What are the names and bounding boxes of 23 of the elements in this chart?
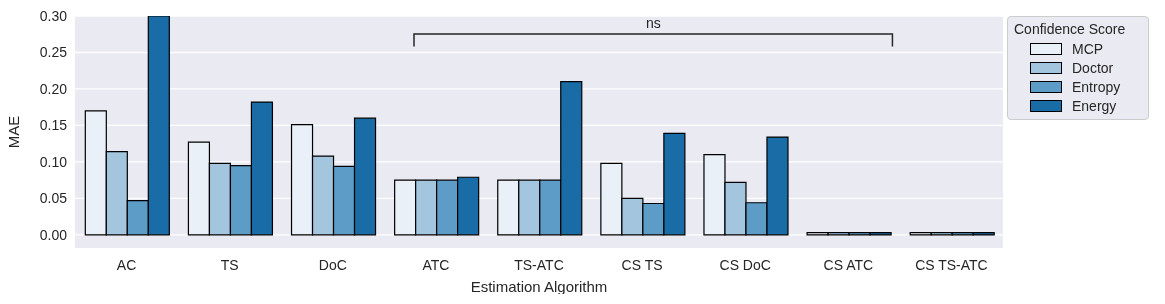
x-tick-label: ATC (422, 256, 450, 273)
x-tick-label: AC (116, 256, 137, 273)
x-tick-label: CS ATC (823, 256, 874, 273)
y-tick-label: 0.10 (39, 153, 68, 170)
x-tick-label: TS (220, 256, 239, 273)
y-tick-label: 0.20 (39, 80, 68, 97)
legend-label: Entropy (1072, 78, 1121, 95)
legend-label: Doctor (1072, 59, 1114, 76)
legend-title: Confidence Score (1014, 21, 1127, 37)
y-tick-label: 0.25 (39, 44, 68, 61)
x-tick-label: CS TS (621, 256, 663, 273)
y-tick-label: 0.00 (39, 226, 68, 243)
x-tick-label: DoC (318, 256, 347, 273)
x-tick-label: CS DoC (719, 256, 771, 273)
annotation: ns (645, 14, 662, 31)
y-tick-label: 0.05 (39, 190, 68, 207)
x-tick-label: TS-ATC (514, 256, 564, 273)
legend-label: MCP (1072, 40, 1104, 57)
y-axis-title: MAE (5, 115, 23, 149)
y-tick-label: 0.15 (39, 117, 68, 134)
x-tick-label: CS TS-ATC (915, 256, 988, 273)
y-tick-label: 0.30 (39, 7, 68, 24)
legend-label: Energy (1072, 97, 1117, 114)
